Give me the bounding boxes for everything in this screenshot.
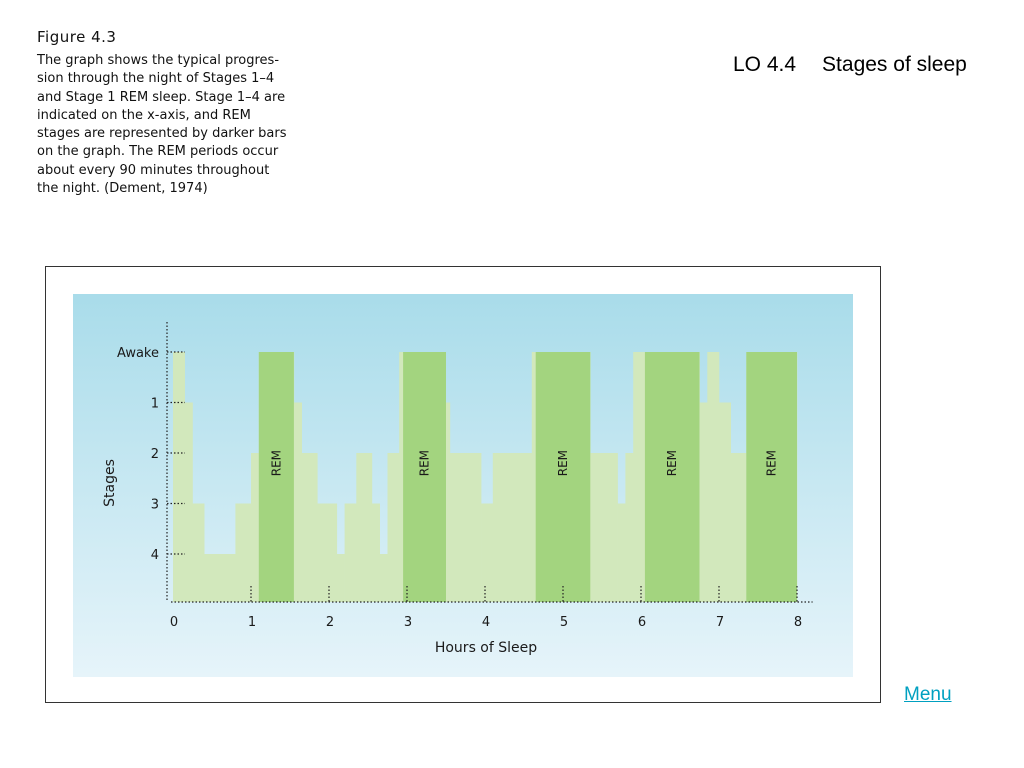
stage-bar — [442, 402, 451, 602]
y-tick-label: 3 — [151, 498, 159, 513]
stage-bar — [184, 402, 193, 602]
rem-label: REM — [765, 450, 779, 476]
caption-line: about every 90 minutes throughout — [37, 162, 270, 178]
caption-line: stages are represented by darker bars — [37, 126, 287, 142]
stage-bar — [251, 453, 260, 602]
rem-label: REM — [665, 450, 679, 476]
y-tick-label: 1 — [151, 397, 159, 412]
rem-label: REM — [418, 450, 432, 476]
stage-bar — [192, 503, 205, 602]
x-tick-label: 2 — [326, 615, 334, 630]
figure-caption: The graph shows the typical progres-sion… — [37, 52, 357, 198]
x-tick-label: 0 — [170, 615, 178, 630]
y-axis-title: Stages — [102, 459, 118, 507]
stage-bar — [449, 453, 482, 602]
x-tick-label: 5 — [560, 615, 568, 630]
menu-link[interactable]: Menu — [904, 684, 952, 705]
stage-bar — [317, 503, 338, 602]
y-tick-label: Awake — [117, 346, 159, 361]
stage-bar — [699, 402, 708, 602]
x-axis-title: Hours of Sleep — [435, 640, 537, 656]
stage-bar — [387, 453, 400, 602]
x-tick-label: 6 — [638, 615, 646, 630]
x-tick-label: 7 — [716, 615, 724, 630]
stage-bar — [344, 503, 357, 602]
slide-title-text: Stages of sleep — [822, 53, 967, 76]
caption-line: and Stage 1 REM sleep. Stage 1–4 are — [37, 89, 286, 105]
caption-line: on the graph. The REM periods occur — [37, 144, 279, 160]
rem-label: REM — [269, 450, 283, 476]
stage-bar — [204, 554, 236, 602]
rem-label: REM — [556, 450, 570, 476]
y-tick-label: 2 — [151, 447, 159, 462]
x-tick-label: 1 — [248, 615, 256, 630]
slide-title: LO 4.4 Stages of sleep — [733, 53, 967, 77]
figure-label: Figure 4.3 — [37, 28, 117, 46]
stage-bar — [336, 554, 345, 602]
rem-bar — [258, 352, 294, 602]
stage-bar — [371, 503, 380, 602]
slide-code: LO 4.4 — [733, 53, 797, 76]
caption-line: The graph shows the typical progres- — [37, 53, 280, 68]
stage-bar — [301, 453, 318, 602]
x-tick-label: 4 — [482, 615, 490, 630]
y-tick-label: 4 — [151, 548, 159, 563]
x-tick-label: 3 — [404, 615, 412, 630]
caption-line: sion through the night of Stages 1–4 — [37, 71, 275, 87]
stage-bar — [356, 453, 373, 602]
stage-bar — [235, 503, 252, 602]
stage-bar — [481, 503, 494, 602]
chart-frame: REM REM REM REM REM 0 1 2 3 4 5 6 7 8 Awake 1 2 3 4 Hours … — [45, 266, 881, 703]
sleep-stages-chart: REM REM REM REM REM 0 1 2 3 4 5 6 7 8 Awake 1 2 3 4 Hours … — [73, 294, 853, 677]
rem-bar — [746, 352, 797, 602]
stage-bar — [730, 453, 747, 602]
caption-line: indicated on the x-axis, and REM — [37, 107, 251, 123]
rem-bar — [535, 352, 591, 602]
stage-bar — [379, 554, 388, 602]
stage-bar — [590, 453, 618, 602]
rem-bar — [644, 352, 700, 602]
caption-line: the night. (Dement, 1974) — [37, 181, 208, 197]
rem-bar — [403, 352, 446, 602]
stage-bar — [293, 402, 302, 602]
stage-bar — [625, 453, 634, 602]
stage-bar — [492, 453, 533, 602]
x-tick-label: 8 — [794, 615, 802, 630]
stage-bar — [707, 352, 720, 602]
stage-bar — [617, 503, 626, 602]
stage-bar — [173, 352, 185, 602]
stage-bar — [719, 402, 731, 602]
